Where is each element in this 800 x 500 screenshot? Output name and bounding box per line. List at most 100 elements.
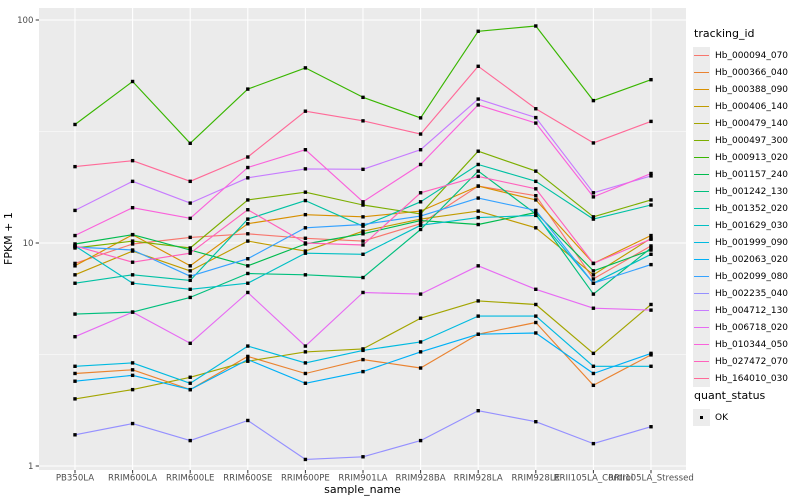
data-point bbox=[73, 244, 77, 248]
data-point bbox=[361, 290, 365, 295]
data-point bbox=[361, 215, 365, 219]
data-point bbox=[591, 141, 596, 145]
data-point bbox=[246, 239, 250, 243]
legend-label: Hb_001157_240 bbox=[715, 169, 789, 180]
legend-item: Hb_164010_030 bbox=[693, 370, 799, 387]
legend-label: Hb_001629_030 bbox=[715, 220, 789, 231]
data-point bbox=[418, 292, 423, 296]
data-point bbox=[246, 344, 250, 348]
data-point bbox=[188, 269, 192, 273]
line-swatch-icon bbox=[694, 105, 709, 108]
data-point bbox=[418, 162, 423, 167]
data-point bbox=[73, 164, 77, 169]
x-tick-label: RRII105LA_Stressed bbox=[608, 474, 694, 484]
data-point bbox=[361, 348, 365, 353]
data-point bbox=[418, 340, 423, 344]
legend-label: Hb_000406_140 bbox=[715, 101, 789, 112]
legend-item: Hb_006718_020 bbox=[693, 319, 799, 336]
data-point bbox=[303, 344, 308, 348]
data-point bbox=[649, 174, 653, 178]
line-swatch-icon bbox=[694, 343, 709, 346]
data-point bbox=[649, 308, 653, 312]
data-point bbox=[130, 387, 135, 392]
quant-legend-title: quant_status bbox=[694, 389, 766, 402]
data-point bbox=[73, 261, 77, 266]
data-point bbox=[361, 232, 365, 236]
legend-item: Hb_001999_090 bbox=[693, 234, 799, 251]
data-point bbox=[534, 179, 538, 184]
data-point bbox=[130, 310, 135, 314]
legend-item: Hb_000388_090 bbox=[693, 81, 799, 98]
data-point bbox=[303, 273, 308, 277]
data-point bbox=[73, 233, 77, 238]
data-point bbox=[649, 351, 653, 356]
data-point bbox=[303, 249, 308, 253]
legend-key bbox=[693, 268, 710, 285]
data-point bbox=[246, 281, 250, 285]
data-point bbox=[476, 215, 480, 220]
line-swatch-icon bbox=[694, 292, 709, 295]
data-point bbox=[534, 213, 538, 218]
data-point bbox=[591, 383, 596, 388]
legend-key bbox=[693, 370, 710, 387]
data-point bbox=[303, 198, 308, 203]
data-point bbox=[649, 425, 653, 429]
line-swatch-icon bbox=[694, 309, 709, 312]
data-point bbox=[649, 77, 653, 82]
data-point bbox=[361, 252, 365, 256]
data-point bbox=[188, 375, 192, 379]
data-point bbox=[303, 167, 308, 171]
data-point bbox=[130, 242, 135, 246]
data-point bbox=[130, 361, 135, 365]
legend-label: Hb_002235_040 bbox=[715, 288, 789, 299]
data-point bbox=[188, 246, 192, 250]
legend-label: Hb_164010_030 bbox=[715, 373, 789, 384]
data-point bbox=[73, 364, 77, 368]
data-point bbox=[591, 261, 596, 266]
legend-key bbox=[693, 166, 710, 183]
data-point bbox=[361, 222, 365, 227]
legend-key bbox=[693, 149, 710, 166]
data-point bbox=[649, 302, 653, 307]
legend-item: OK bbox=[693, 409, 799, 426]
data-point bbox=[246, 232, 250, 236]
legend-label: Hb_000913_020 bbox=[715, 152, 789, 163]
legend-key bbox=[693, 200, 710, 217]
data-point bbox=[303, 148, 308, 152]
data-point bbox=[188, 387, 192, 392]
y-tick-label: 100 bbox=[17, 16, 33, 26]
data-point bbox=[130, 373, 135, 378]
line-swatch-icon bbox=[694, 360, 709, 363]
x-tick-label: RRIM600LE bbox=[166, 474, 215, 484]
data-point bbox=[361, 203, 365, 207]
data-point bbox=[476, 64, 480, 68]
x-tick-label: RRIM600LA bbox=[108, 474, 157, 484]
data-point bbox=[476, 169, 480, 173]
x-tick-label: RRIM600SE bbox=[223, 474, 272, 484]
data-point bbox=[188, 248, 192, 252]
x-tick-label: RRIM928BA bbox=[396, 474, 446, 484]
data-point bbox=[649, 198, 653, 202]
line-swatch-icon bbox=[694, 241, 709, 244]
data-point bbox=[361, 369, 365, 374]
data-point bbox=[649, 237, 653, 241]
legend-item: Hb_000479_140 bbox=[693, 115, 799, 132]
legend-tracking-id: tracking_id Hb_000094_070 Hb_000366_040 Hb… bbox=[693, 27, 799, 387]
legend-label: Hb_000094_070 bbox=[715, 50, 789, 61]
legend-label: Hb_002063_020 bbox=[715, 254, 789, 265]
data-point bbox=[303, 381, 308, 385]
data-point bbox=[361, 95, 365, 100]
data-point bbox=[246, 87, 250, 91]
legend-key bbox=[693, 115, 710, 132]
data-point bbox=[188, 251, 192, 255]
y-tick-label: 10 bbox=[23, 239, 34, 249]
line-swatch-icon bbox=[694, 122, 709, 125]
legend-item: Hb_002063_020 bbox=[693, 251, 799, 268]
data-point bbox=[246, 155, 250, 159]
data-point bbox=[534, 198, 538, 202]
data-point bbox=[534, 193, 538, 198]
data-point bbox=[73, 397, 77, 401]
data-point bbox=[73, 242, 77, 246]
legend-title: tracking_id bbox=[694, 27, 755, 40]
square-point-icon bbox=[699, 415, 704, 420]
